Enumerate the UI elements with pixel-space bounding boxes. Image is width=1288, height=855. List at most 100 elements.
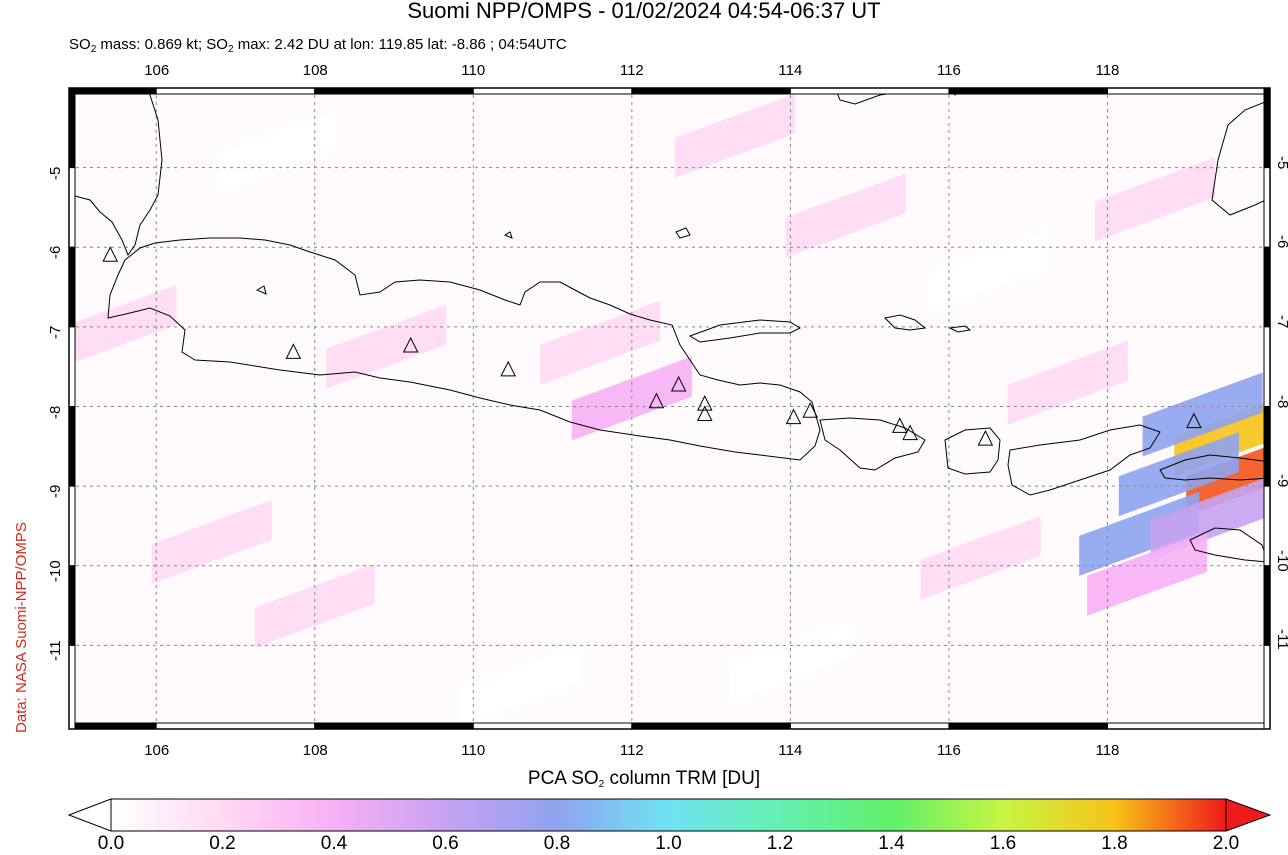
border-segment-right (1263, 246, 1271, 328)
so2-cell (1095, 157, 1216, 242)
lon-tick-label-bottom: 118 (1095, 742, 1120, 759)
lombok-coast (944, 427, 1001, 475)
map-outline (68, 87, 1271, 730)
triangle-volcano-icon (1186, 412, 1202, 429)
lon-tick-label-top: 114 (778, 62, 803, 79)
colorbar-label: 1.2 (766, 833, 794, 854)
lat-tick-label-left: -8 (47, 405, 64, 419)
colorbar-label: 1.0 (655, 833, 682, 854)
lon-tick-label-top: 118 (1095, 62, 1120, 79)
subtitle-part-1: SO (69, 36, 91, 53)
border-segment-right (1263, 565, 1271, 646)
border-segment-top (1106, 87, 1271, 95)
so2-cell (785, 173, 906, 258)
lon-tick-label-bottom: 108 (302, 742, 328, 759)
colorbar-label: 2.0 (1212, 833, 1240, 854)
triangle-volcano-icon (102, 246, 119, 262)
lon-tick-label-bottom: 106 (144, 742, 170, 759)
java-coast (107, 237, 821, 461)
lon-tick-label-top: 106 (144, 62, 170, 79)
colorbar-title: PCA SO2 column TRM [DU] (0, 768, 1288, 790)
border-segment-bottom (472, 722, 633, 730)
so2-cell (920, 515, 1041, 600)
border-segment-bottom (948, 722, 1108, 730)
triangle-volcano-icon (402, 336, 419, 353)
lat-tick-label-left: -11 (47, 640, 64, 662)
colorbar-label: 1.6 (989, 833, 1017, 854)
lat-tick-label-right: -9 (1274, 474, 1288, 488)
triangle-volcano-icon (902, 424, 918, 441)
border-segment-top (631, 87, 791, 95)
colorbar-under-triangle (67, 798, 112, 832)
subtitle-part-3: max: 2.42 DU at lon: 119.85 lat: -8.86 ;… (233, 36, 567, 53)
lat-tick-label-right: -10 (1274, 549, 1288, 572)
kangean-islands (883, 314, 972, 333)
colorbar-gradient (110, 798, 1227, 832)
lat-tick-label-left: -9 (47, 484, 64, 499)
so2-cell (460, 643, 581, 728)
colorbar-label: 0.4 (320, 833, 348, 854)
border-segment-right (1263, 326, 1271, 408)
lon-tick-label-top: 112 (619, 62, 644, 79)
karimunjawa-islands (255, 227, 691, 295)
border-segment-top (789, 87, 950, 95)
so2-cell (215, 109, 336, 194)
border-segment-top (948, 87, 1108, 95)
sulawesi-coast (1211, 99, 1270, 216)
border-segment-right (1263, 644, 1271, 730)
colorbar-label: 0.2 (209, 833, 236, 854)
map-title: Suomi NPP/OMPS - 01/02/2024 04:54-06:37 … (407, 0, 881, 23)
triangle-volcano-icon (285, 343, 302, 359)
so2-cell (1186, 445, 1270, 517)
map-grid (69, 88, 1270, 729)
colorbar-label: 1.4 (878, 833, 905, 854)
border-segment-bottom (789, 722, 950, 730)
border-segment-bottom (631, 722, 791, 730)
so2-cell (151, 499, 272, 584)
lon-tick-label-bottom: 114 (778, 742, 803, 759)
colorbar-over-triangle (1225, 798, 1272, 832)
border-segment-top (314, 87, 474, 95)
colorbar-label: 0.6 (432, 833, 459, 854)
border-segment-left (68, 644, 76, 730)
lat-tick-label-left: -6 (47, 245, 64, 260)
border-segment-right (1263, 406, 1271, 487)
so2-cell (1142, 372, 1263, 457)
lon-tick-label-top: 110 (461, 62, 486, 79)
sumbawa-coast (1007, 424, 1161, 496)
lat-tick-label-left: -5 (47, 166, 64, 180)
border-segment-bottom (68, 722, 157, 730)
so2-cells (69, 93, 1270, 728)
lon-tick-label-top: 108 (302, 62, 328, 79)
lat-tick-label-right: -8 (1274, 394, 1288, 408)
so2-cell (1118, 432, 1239, 517)
triangle-volcano-icon (785, 408, 802, 425)
border-segment-left (68, 87, 76, 169)
border-segment-left (68, 406, 76, 487)
lat-tick-label-right: -7 (1274, 314, 1288, 329)
triangle-volcano-icon (648, 392, 665, 409)
border-segment-right (1263, 485, 1271, 567)
colorbar-title-part-2: column TRM [DU] (604, 768, 761, 789)
triangle-volcano-icon (977, 430, 994, 446)
triangle-volcano-icon (696, 395, 713, 411)
border-segment-bottom (1106, 722, 1271, 730)
so2-cell (1079, 491, 1200, 576)
colorbar-title-sub: 2 (598, 779, 605, 790)
so2-cell (928, 229, 1049, 314)
so2-cell (69, 284, 177, 365)
border-segment-right (1263, 87, 1271, 169)
subtitle-sub-2: 2 (227, 44, 234, 55)
lat-tick-label-right: -6 (1274, 235, 1288, 249)
border-segment-left (68, 326, 76, 408)
border-segment-top (155, 87, 316, 95)
border-segment-bottom (314, 722, 474, 730)
volcano-markers (102, 246, 1202, 446)
subtitle-part-2: mass: 0.869 kt; SO (96, 36, 228, 53)
colorbar-label: 0.0 (97, 833, 125, 854)
colorbar (67, 798, 1272, 832)
map-frame (68, 87, 1271, 730)
border-segment-left (68, 246, 76, 328)
border-segment-left (68, 167, 76, 248)
